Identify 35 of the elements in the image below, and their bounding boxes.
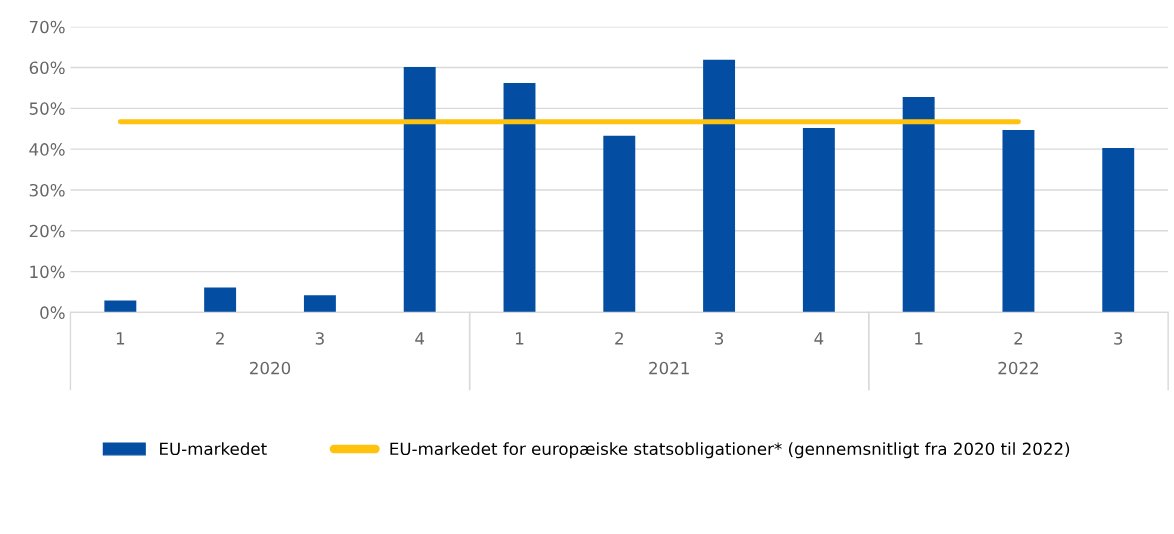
x-tick-label: 2: [1014, 332, 1023, 345]
bar: [902, 96, 935, 313]
x-tick-label: 3: [715, 332, 724, 345]
x-tick-label: 1: [516, 332, 524, 345]
legend-label: EU-markedet for europæiske statsobligationer* (gennemsnitligt fra 2020 til 2022): [390, 442, 1070, 459]
y-tick-label: 60%: [29, 61, 65, 75]
x-tick-label: 1: [915, 332, 923, 345]
text: 2021: [649, 361, 689, 375]
y-tick-label: 10%: [30, 265, 65, 279]
bar: [503, 83, 536, 313]
x-tick-label: 4: [814, 332, 824, 345]
y-tick-label: 20%: [29, 224, 65, 238]
bar: [303, 295, 336, 313]
x-tick-label: 2: [615, 332, 623, 345]
bar: [1002, 129, 1035, 313]
bar: [1102, 147, 1135, 313]
bar: [603, 135, 636, 313]
bar: [802, 127, 835, 313]
x-tick-label: 3: [1114, 332, 1123, 345]
text: 2022: [998, 361, 1038, 375]
y-tick-label: 70%: [29, 20, 65, 34]
x-tick-label: 2: [216, 332, 224, 345]
text: 2020: [250, 361, 291, 375]
y-tick-label: 40%: [29, 143, 65, 156]
y-tick-label: 30%: [29, 183, 65, 197]
bar: [204, 287, 237, 313]
bar: [703, 59, 736, 313]
x-tick-label: 4: [415, 332, 425, 345]
legend-label: EU-markedet: [160, 442, 267, 456]
y-tick-label: 50%: [29, 102, 65, 115]
x-tick-label: 1: [116, 332, 125, 345]
y-tick-label: 0%: [40, 306, 65, 319]
x-tick-label: 3: [315, 332, 324, 345]
bar: [403, 67, 436, 313]
bar: [104, 300, 137, 313]
